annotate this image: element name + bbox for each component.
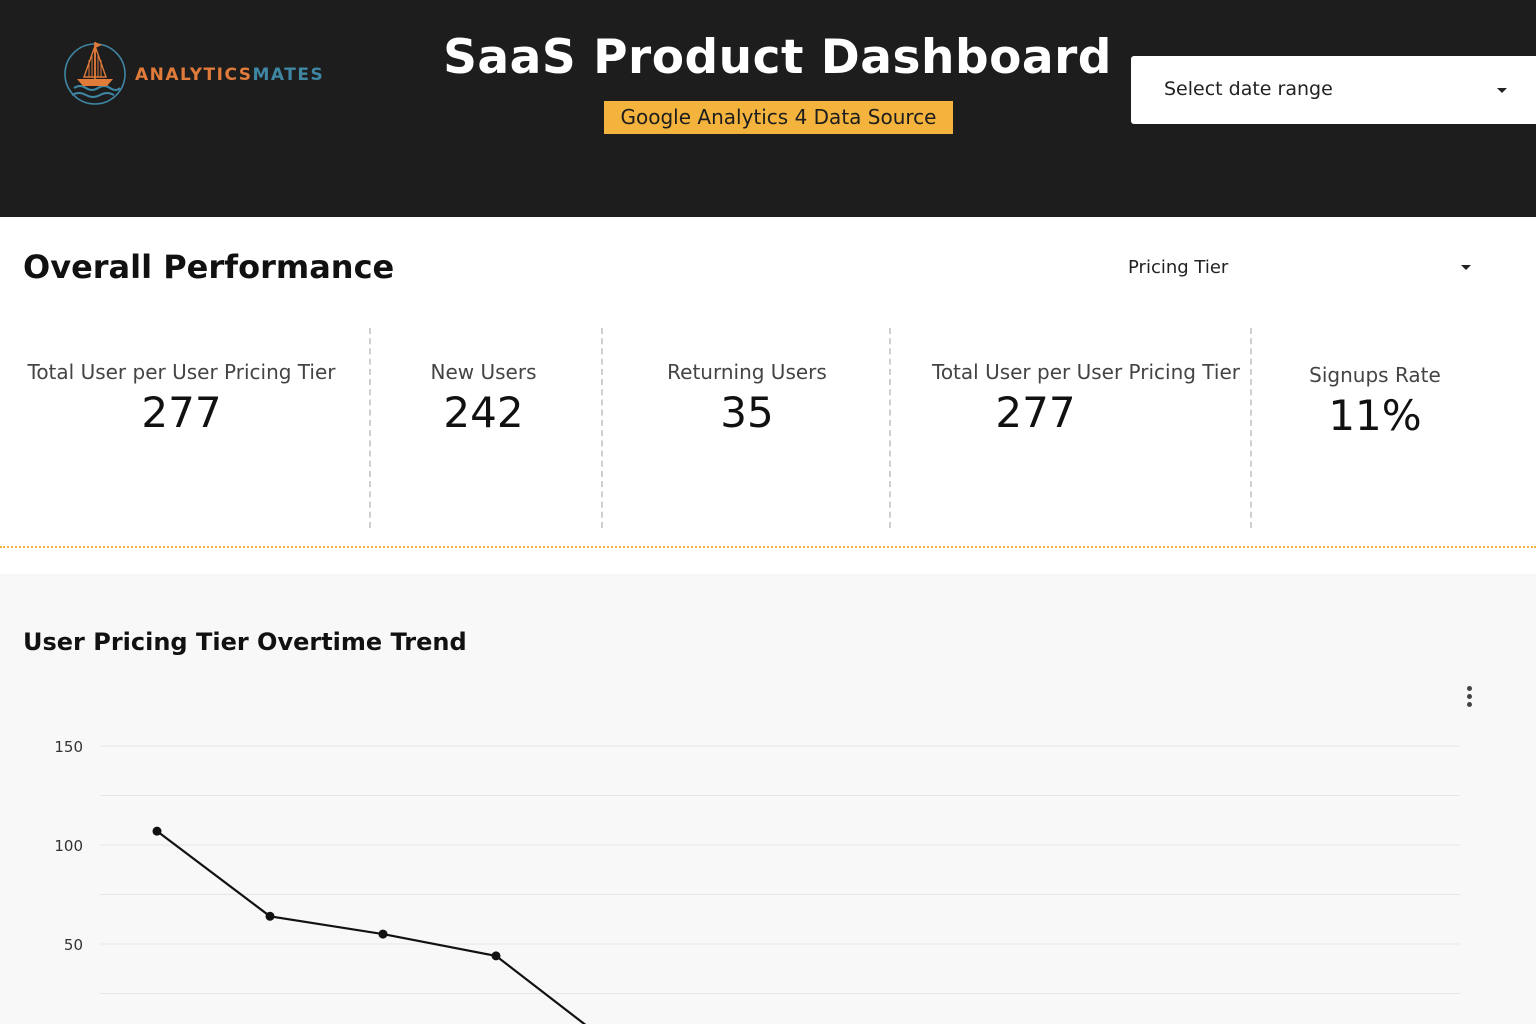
analyticsmates-logo: ANALYTICSMATES [62, 38, 342, 110]
kpi-card-signups-rate: Signups Rate 11% [1266, 363, 1484, 440]
boat-logo-icon [64, 42, 126, 105]
section-separator [0, 546, 1536, 548]
kpi-value: 11% [1328, 391, 1422, 440]
kpi-divider [601, 328, 603, 528]
kpi-label: Total User per User Pricing Tier [932, 360, 1240, 384]
data-source-badge: Google Analytics 4 Data Source [604, 101, 953, 134]
kpi-label: New Users [430, 360, 537, 384]
section-title-overall-performance: Overall Performance [23, 248, 395, 286]
page-title: SaaS Product Dashboard [443, 30, 1112, 85]
kpi-card-total-users-2: Total User per User Pricing Tier 277 [906, 360, 1240, 437]
chevron-down-icon [1497, 88, 1507, 93]
data-point[interactable] [152, 826, 162, 836]
kpi-label: Signups Rate [1309, 363, 1441, 387]
logo-wordmark: ANALYTICSMATES [135, 65, 324, 85]
logo-text-analytics: ANALYTICS [135, 65, 253, 85]
kpi-value: 242 [443, 388, 524, 437]
kpi-card-returning-users: Returning Users 35 [617, 360, 877, 437]
kpi-card-total-users: Total User per User Pricing Tier 277 [20, 360, 343, 437]
date-range-select[interactable]: Select date range [1131, 56, 1536, 124]
y-tick-label: 150 [54, 738, 83, 756]
trend-panel [0, 574, 1536, 1024]
kpi-label: Total User per User Pricing Tier [27, 360, 336, 384]
kpi-value: 277 [141, 388, 222, 437]
data-point[interactable] [491, 951, 501, 961]
data-point[interactable] [265, 911, 275, 921]
dashboard-header: ANALYTICSMATES SaaS Product Dashboard Go… [0, 0, 1536, 217]
kpi-card-new-users: New Users 242 [383, 360, 584, 437]
kpi-label: Returning Users [667, 360, 827, 384]
pricing-tier-label: Pricing Tier [1128, 257, 1229, 278]
series-line [156, 830, 587, 1024]
chevron-down-icon [1461, 265, 1471, 270]
pricing-tier-filter[interactable]: Pricing Tier [1112, 248, 1482, 288]
kpi-value: 35 [720, 388, 774, 437]
kpi-divider [1250, 328, 1252, 528]
more-vert-icon[interactable] [1459, 686, 1479, 710]
kpi-value: 277 [995, 388, 1076, 437]
trend-line-chart: 150 100 50 [54, 738, 1460, 1024]
kpi-divider [369, 328, 371, 528]
date-range-label: Select date range [1164, 78, 1333, 100]
kpi-divider [889, 328, 891, 528]
trend-chart-title: User Pricing Tier Overtime Trend [23, 628, 467, 656]
logo-text-mates: MATES [252, 65, 325, 85]
data-point[interactable] [378, 929, 388, 939]
y-tick-label: 50 [64, 936, 83, 954]
y-tick-label: 100 [54, 837, 83, 855]
